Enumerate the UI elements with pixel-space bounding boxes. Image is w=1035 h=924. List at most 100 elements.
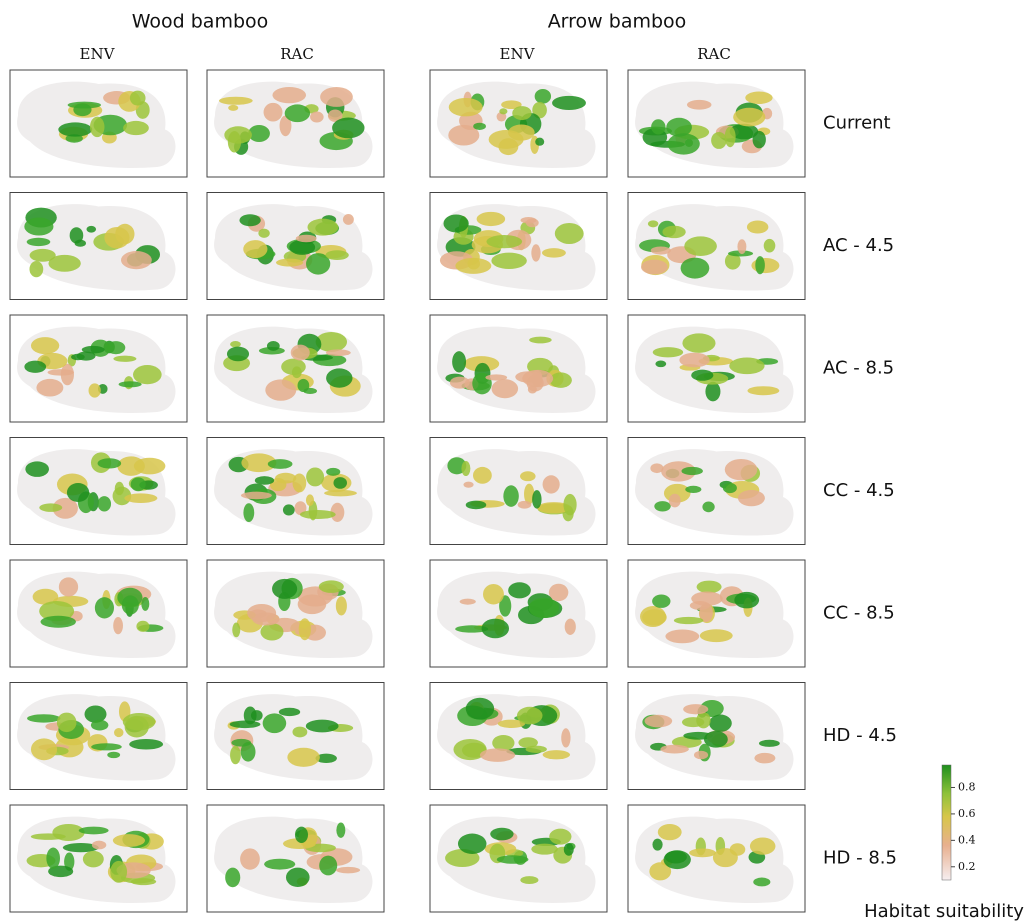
habitat-patch — [522, 370, 553, 387]
habitat-patch — [24, 361, 46, 373]
habitat-patch — [508, 582, 531, 598]
habitat-patch — [503, 485, 518, 507]
habitat-patch — [39, 503, 62, 512]
habitat-patch — [24, 217, 53, 235]
habitat-patch — [267, 341, 280, 351]
habitat-patch — [684, 236, 717, 256]
habitat-patch — [85, 706, 107, 723]
habitat-patch — [482, 619, 509, 639]
habitat-patch — [738, 490, 765, 506]
habitat-patch — [486, 235, 522, 248]
habitat-patch — [287, 748, 319, 767]
habitat-patch — [258, 229, 269, 238]
habitat-patch — [652, 839, 662, 851]
habitat-patch — [300, 510, 336, 519]
habitat-patch — [129, 739, 163, 750]
tick-label: 0.4 — [958, 833, 976, 846]
habitat-patch — [733, 108, 765, 127]
habitat-patch — [27, 238, 51, 246]
habitat-patch — [694, 751, 708, 760]
habitat-patch — [276, 259, 303, 267]
habitat-patch — [87, 226, 97, 233]
map-panel — [10, 315, 187, 422]
map-panel — [430, 560, 607, 667]
map-panel — [207, 315, 384, 422]
habitat-patch — [79, 827, 109, 835]
row-label: CC - 8.5 — [823, 603, 895, 624]
habitat-patch — [299, 618, 311, 640]
habitat-patch — [89, 383, 101, 397]
habitat-patch — [466, 501, 487, 510]
habitat-patch — [747, 386, 779, 395]
map-panel — [628, 560, 805, 667]
map-panel — [207, 805, 384, 912]
habitat-patch — [133, 365, 162, 384]
habitat-patch — [243, 240, 267, 258]
habitat-patch — [725, 126, 736, 147]
habitat-patch — [705, 382, 720, 402]
habitat-patch — [497, 855, 529, 864]
habitat-patch — [725, 459, 758, 480]
habitat-patch — [59, 577, 78, 596]
habitat-patch — [463, 482, 473, 488]
map-panel — [207, 70, 384, 177]
habitat-patch — [230, 721, 261, 729]
habitat-patch — [67, 483, 89, 502]
row-label: AC - 4.5 — [823, 235, 894, 256]
habitat-patch — [517, 707, 543, 725]
colorbar — [942, 765, 951, 880]
habitat-patch — [224, 126, 252, 143]
map-panel — [430, 438, 607, 545]
habitat-patch — [326, 468, 340, 476]
habitat-patch — [70, 227, 84, 243]
habitat-patch — [98, 496, 111, 511]
column-label: RAC — [280, 45, 314, 63]
habitat-patch — [307, 219, 338, 236]
habitat-patch — [113, 617, 123, 634]
habitat-patch — [332, 118, 364, 139]
habitat-patch — [90, 117, 105, 138]
habitat-patch — [729, 358, 764, 375]
map-panel — [207, 193, 384, 300]
habitat-patch — [295, 827, 308, 843]
habitat-patch — [325, 250, 348, 260]
habitat-patch — [240, 848, 260, 869]
tick-label: 0.8 — [958, 780, 976, 793]
habitat-patch — [750, 838, 776, 855]
habitat-patch — [529, 598, 560, 618]
habitat-patch — [124, 493, 157, 503]
habitat-patch — [450, 377, 470, 389]
habitat-patch — [543, 475, 560, 493]
habitat-patch — [652, 595, 670, 608]
habitat-patch — [73, 103, 91, 116]
habitat-patch — [532, 490, 541, 509]
habitat-patch — [31, 833, 66, 840]
habitat-patch — [648, 220, 658, 227]
habitat-patch — [241, 742, 256, 762]
map-panel — [10, 438, 187, 545]
habitat-patch — [543, 750, 570, 759]
habitat-patch — [535, 89, 551, 104]
habitat-patch — [117, 588, 142, 607]
habitat-patch — [239, 214, 260, 226]
map-panel — [10, 560, 187, 667]
habitat-patch — [91, 720, 108, 731]
habitat-patch — [520, 471, 536, 481]
habitat-patch — [691, 592, 723, 606]
habitat-patch — [272, 87, 306, 103]
habitat-patch — [691, 370, 713, 381]
habitat-patch — [29, 261, 43, 277]
map-panel — [10, 683, 187, 790]
habitat-patch — [452, 351, 466, 372]
habitat-patch — [526, 746, 547, 753]
habitat-patch — [466, 698, 494, 720]
habitat-patch — [689, 848, 716, 857]
habitat-patch — [117, 456, 145, 475]
habitat-patch — [319, 856, 337, 876]
habitat-patch — [531, 844, 558, 855]
habitat-patch — [483, 584, 504, 605]
row-label: Current — [823, 113, 891, 134]
habitat-patch — [696, 712, 710, 728]
habitat-patch — [326, 349, 351, 356]
habitat-patch — [662, 226, 685, 238]
